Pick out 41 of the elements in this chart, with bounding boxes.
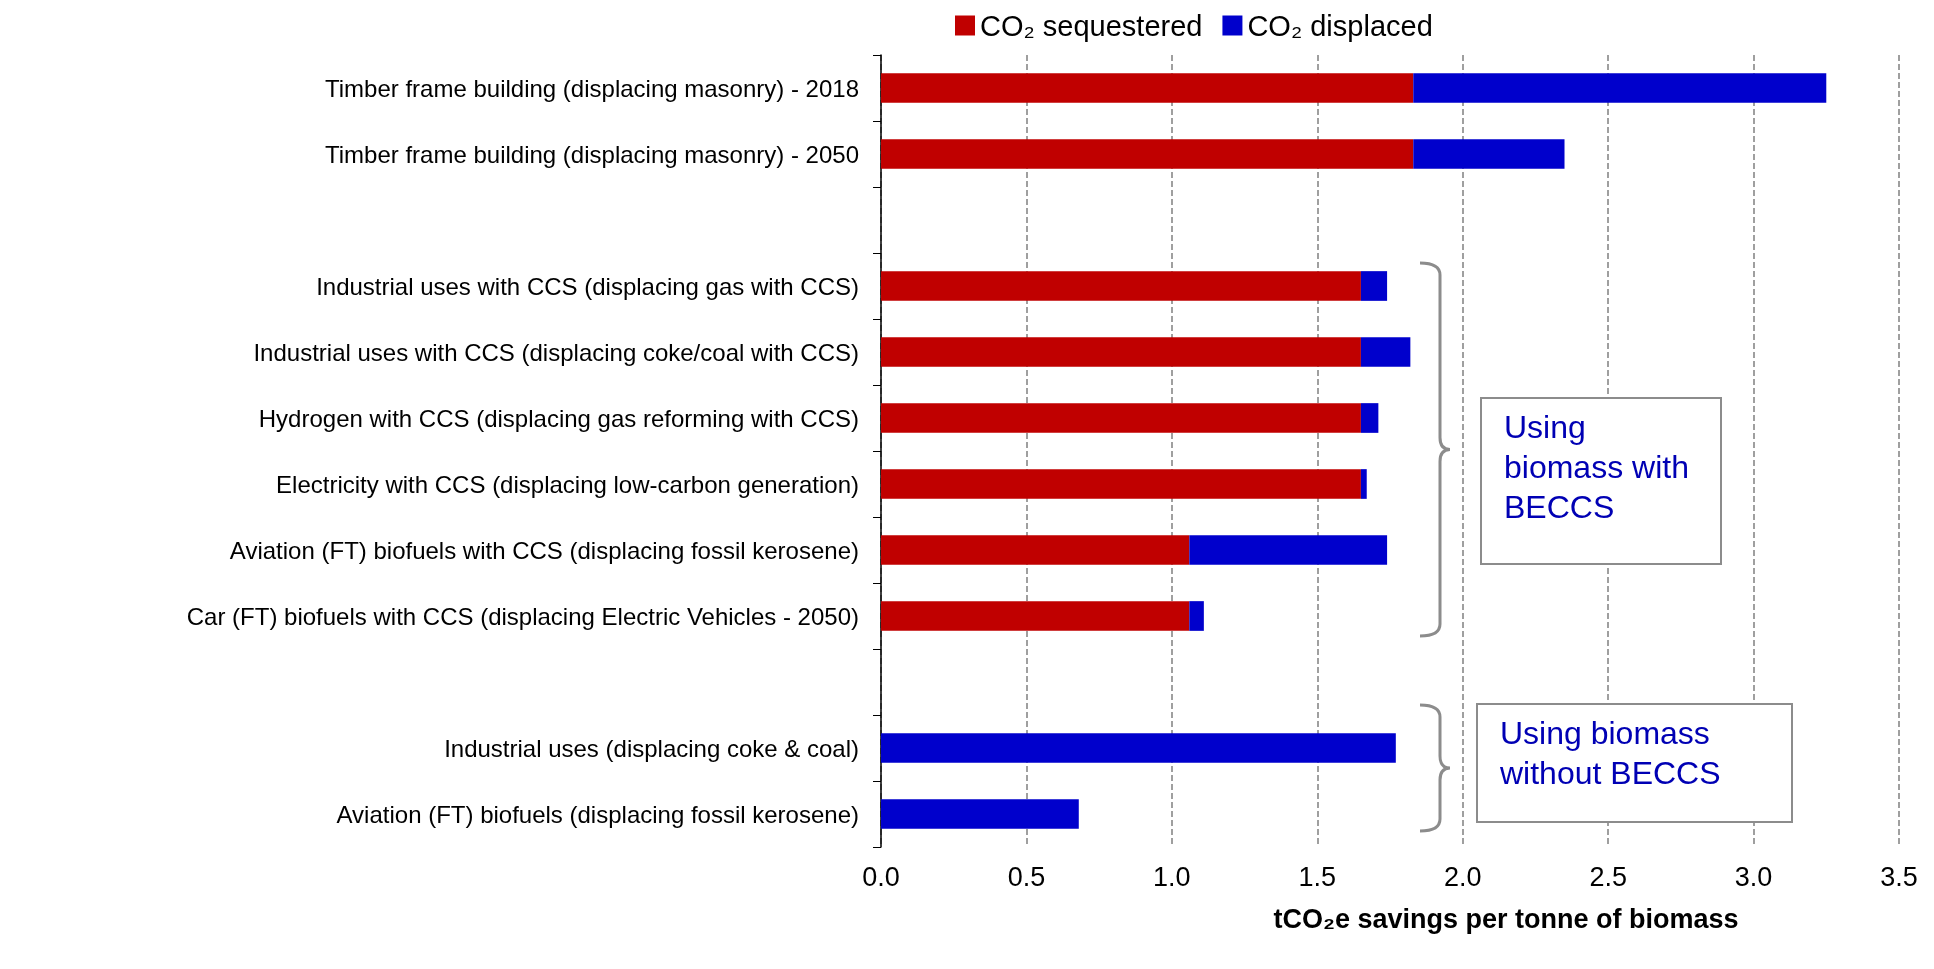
y-tick-label: Timber frame building (displacing masonry) - 2050: [325, 140, 859, 168]
y-tick-label: Aviation (FT) biofuels with CCS (displacing fossil kerosene): [229, 536, 859, 564]
x-tick-label: 1.0: [1153, 861, 1191, 892]
y-tick-label: Timber frame building (displacing masonry) - 2018: [325, 74, 859, 102]
bar: [881, 535, 1190, 565]
bar: [881, 139, 1414, 169]
x-tick-label: 0.5: [1007, 861, 1046, 892]
annotation: Using biomass without BECCS: [1476, 703, 1793, 823]
bar: [1189, 535, 1388, 565]
bar: [1360, 403, 1379, 433]
bar: [1413, 73, 1827, 103]
y-tick-label: Car (FT) biofuels with CCS (displacing Electric Vehicles - 2050): [186, 602, 859, 630]
x-tick-label: 0.0: [862, 861, 900, 892]
y-tick-label: Hydrogen with CCS (displacing gas reforming with CCS): [258, 404, 859, 432]
x-tick-label: 2.0: [1443, 861, 1482, 892]
x-axis-title: tCO₂e savings per tonne of biomass: [1273, 903, 1739, 934]
bar: [1189, 601, 1204, 631]
y-tick-label: Industrial uses with CCS (displacing coke/coal with CCS): [253, 338, 859, 366]
bar: [881, 271, 1361, 301]
bar: [1360, 271, 1388, 301]
x-tick-label: 1.5: [1298, 861, 1337, 892]
x-tick-label: 3.0: [1734, 861, 1773, 892]
y-tick-label: Industrial uses (displacing coke & coal): [444, 734, 859, 762]
bar: [881, 469, 1361, 499]
bar: [881, 601, 1190, 631]
bar: [1413, 139, 1565, 169]
bar: [881, 403, 1361, 433]
bar: [1360, 469, 1367, 499]
bar: [881, 799, 1079, 829]
bar: [881, 73, 1414, 103]
y-tick-label: Industrial uses with CCS (displacing gas with CCS): [316, 272, 859, 300]
x-tick-label: 2.5: [1589, 861, 1627, 892]
legend-label: CO₂ displaced: [1247, 9, 1433, 42]
y-tick-label: Aviation (FT) biofuels (displacing fossil kerosene): [336, 800, 859, 828]
y-tick-label: Electricity with CCS (displacing low-carbon generation): [276, 470, 859, 498]
bar: [1360, 337, 1411, 367]
bar: [881, 733, 1396, 763]
x-tick-label: 3.5: [1880, 861, 1918, 892]
legend-label: CO₂ sequestered: [980, 9, 1203, 42]
annotation: Using biomass with BECCS: [1480, 397, 1722, 565]
bar: [881, 337, 1361, 367]
